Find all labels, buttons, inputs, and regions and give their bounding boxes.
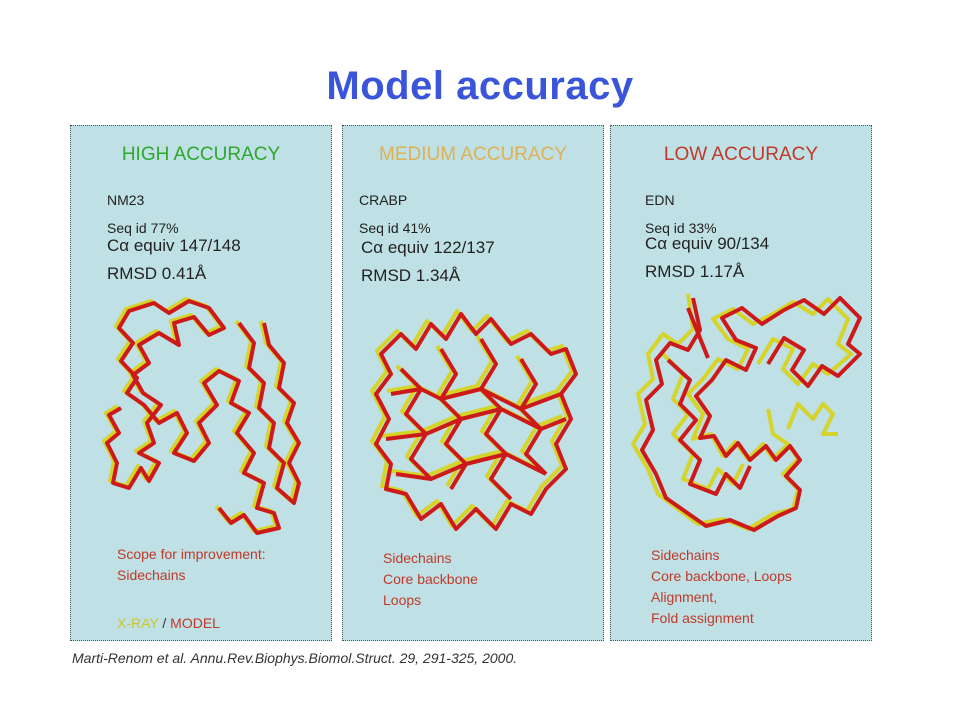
note-line: Fold assignment <box>651 610 754 626</box>
note-line: Scope for improvement: <box>117 546 266 562</box>
rmsd: RMSD 1.34Å <box>361 266 461 285</box>
structure-superposition-image <box>102 297 301 535</box>
ca-equiv: Cα equiv 90/134 <box>645 234 770 253</box>
note-line: Sidechains <box>651 547 720 563</box>
trace-legend: X-RAY / MODEL <box>117 615 220 631</box>
model-trace <box>374 312 578 531</box>
rmsd: RMSD 1.17Å <box>645 262 745 281</box>
note-line: Sidechains <box>117 567 186 583</box>
note-line: Sidechains <box>383 550 452 566</box>
panel-medium-accuracy: MEDIUM ACCURACY CRABP Seq id 41% Cα equi… <box>342 125 604 641</box>
panel-heading: HIGH ACCURACY <box>121 144 281 165</box>
sequence-identity: Seq id 41% <box>359 220 431 236</box>
sequence-identity: Seq id 33% <box>645 220 717 236</box>
protein-name: CRABP <box>359 192 408 208</box>
model-trace <box>640 296 862 532</box>
legend-model: MODEL <box>170 615 220 631</box>
panel-low-accuracy: LOW ACCURACY EDN Seq id 33% Cα equiv 90/… <box>610 125 872 641</box>
note-line: Core backbone, Loops <box>651 568 792 584</box>
structure-superposition-image <box>370 309 578 531</box>
legend-separator: / <box>158 615 171 631</box>
panel-heading: LOW ACCURACY <box>663 144 819 165</box>
protein-name: NM23 <box>107 192 145 208</box>
improvement-notes: Sidechains Core backbone Loops <box>383 548 478 611</box>
ca-equiv: Cα equiv 147/148 <box>107 236 241 255</box>
protein-name: EDN <box>645 192 675 208</box>
structure-superposition-image <box>631 293 862 532</box>
note-line: Core backbone <box>383 571 478 587</box>
legend-xray: X-RAY <box>117 615 159 631</box>
sequence-identity: Seq id 77% <box>107 220 179 236</box>
ca-equiv: Cα equiv 122/137 <box>361 238 495 257</box>
note-line: Alignment, <box>651 589 718 605</box>
panel-heading: MEDIUM ACCURACY <box>379 144 567 165</box>
note-line: Loops <box>383 592 422 608</box>
citation: Marti-Renom et al. Annu.Rev.Biophys.Biom… <box>72 650 518 666</box>
improvement-notes: Sidechains Core backbone, Loops Alignmen… <box>651 545 792 629</box>
improvement-notes: Scope for improvement: Sidechains <box>117 544 266 586</box>
slide-title: Model accuracy <box>326 64 634 108</box>
model-trace <box>105 299 301 535</box>
rmsd: RMSD 0.41Å <box>107 264 207 283</box>
panel-high-accuracy: HIGH ACCURACY NM23 Seq id 77% Cα equiv 1… <box>70 125 332 641</box>
